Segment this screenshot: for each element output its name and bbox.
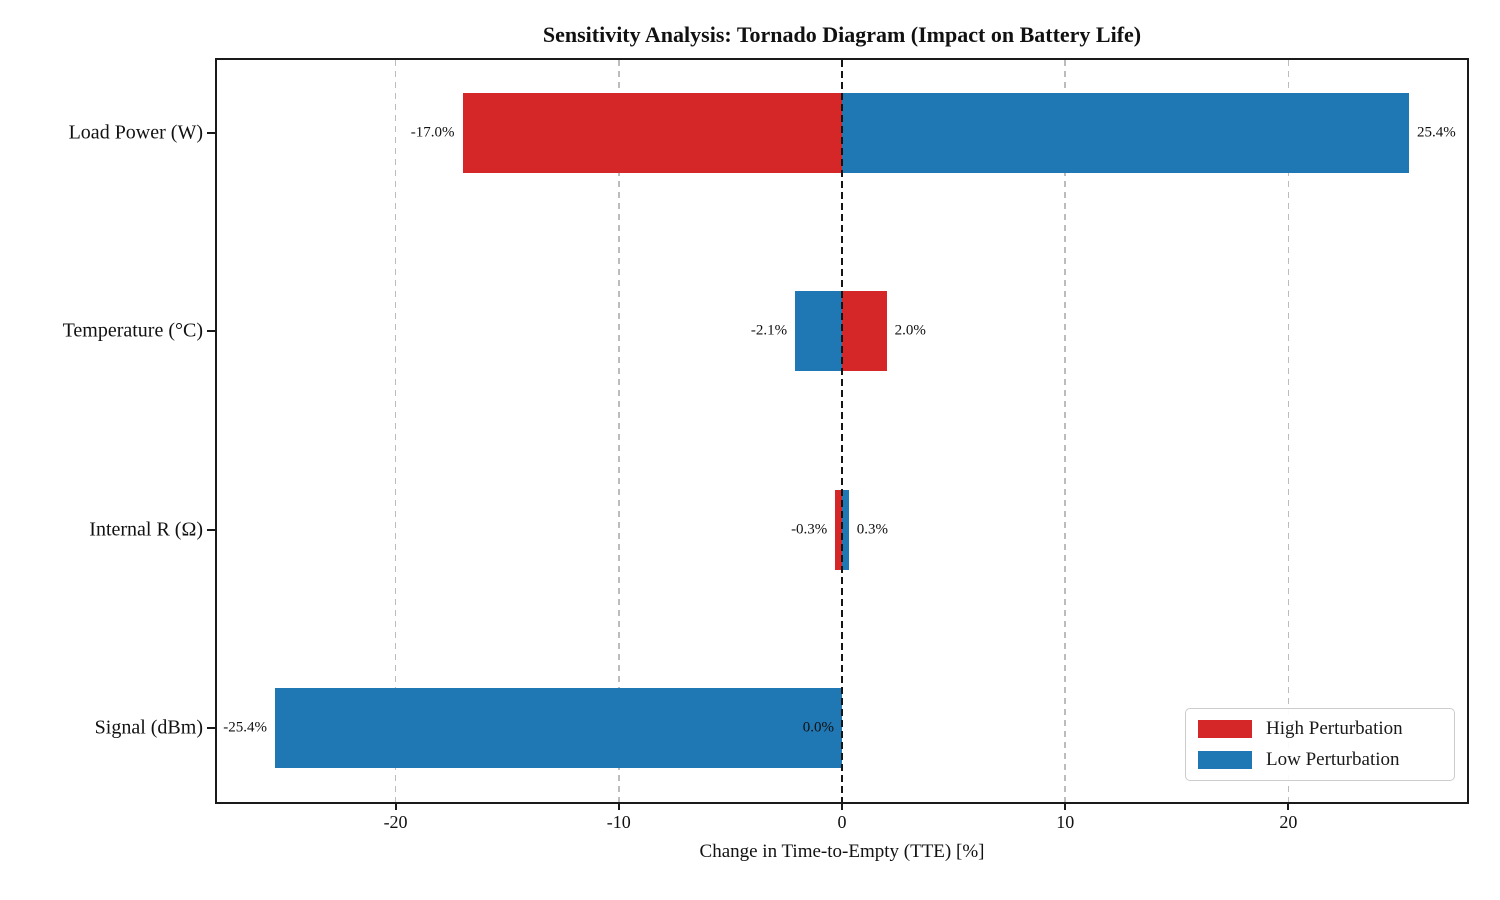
legend-entry-high-perturbation: High Perturbation xyxy=(1198,718,1442,740)
x-tick-label-10: 10 xyxy=(1056,812,1075,832)
legend-label-low-perturbation: Low Perturbation xyxy=(1266,749,1400,770)
category-label-3: Signal (dBm) xyxy=(94,716,203,739)
chart-title: Sensitivity Analysis: Tornado Diagram (I… xyxy=(542,22,1142,47)
legend-entry-low-perturbation: Low Perturbation xyxy=(1198,749,1442,771)
x-tick-label--20: -20 xyxy=(383,812,408,832)
y-tick-2 xyxy=(207,528,215,531)
x-axis-label: Change in Time-to-Empty (TTE) [%] xyxy=(699,841,985,862)
y-tick-0 xyxy=(207,131,215,134)
legend: High Perturbation Low Perturbation xyxy=(1185,708,1455,781)
category-label-1: Temperature (°C) xyxy=(62,319,203,342)
category-label-2: Internal R (Ω) xyxy=(89,518,203,540)
y-tick-3 xyxy=(207,727,215,729)
legend-swatch-low-perturbation xyxy=(1198,751,1252,769)
y-tick-1 xyxy=(207,330,215,332)
category-label-0: Load Power (W) xyxy=(68,121,203,143)
legend-label-high-perturbation: High Perturbation xyxy=(1266,718,1403,739)
x-tick-label-0: 0 xyxy=(837,812,847,832)
x-tick-label--10: -10 xyxy=(606,812,631,832)
x-tick-label-20: 20 xyxy=(1279,812,1298,832)
plot-area xyxy=(215,58,1469,804)
legend-swatch-high-perturbation xyxy=(1198,720,1252,738)
